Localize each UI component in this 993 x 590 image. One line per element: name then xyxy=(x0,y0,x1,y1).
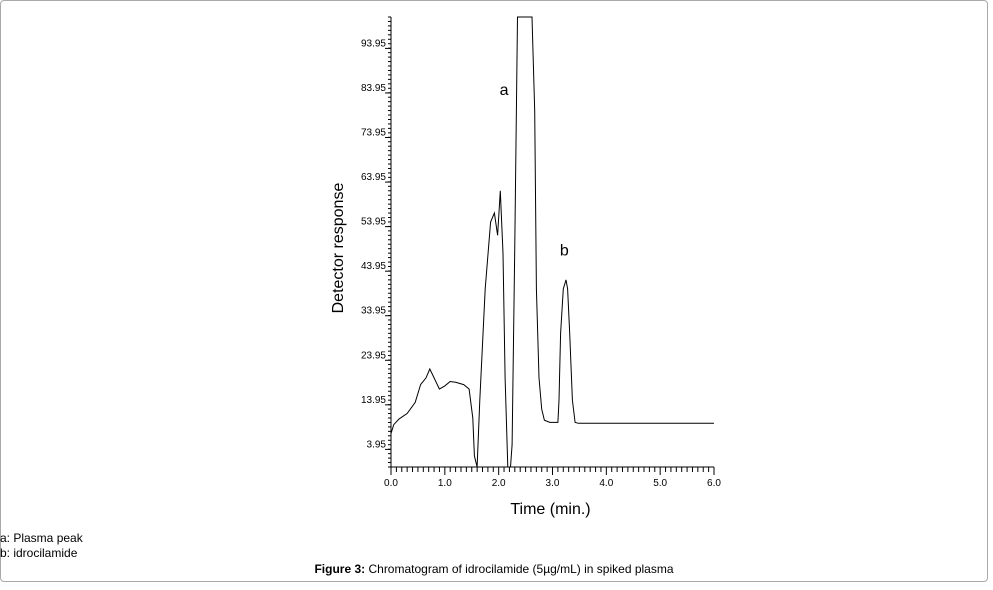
caption-label: Figure 3: xyxy=(314,562,366,576)
y-tick-label: 53.95 xyxy=(361,217,386,228)
y-tick-label: 3.95 xyxy=(367,439,387,450)
legend-plasma-peak: a: Plasma peak xyxy=(0,531,83,545)
y-tick-label: 73.95 xyxy=(361,128,386,139)
peak-label-a: a xyxy=(500,82,509,99)
y-tick-label: 93.95 xyxy=(361,38,386,49)
x-tick-label: 1.0 xyxy=(438,478,452,489)
x-axis: 0.0 1.0 2.0 3.0 4.0 5.0 6.0 xyxy=(384,466,721,489)
chromatogram-trace xyxy=(390,16,714,468)
y-tick-label: 33.95 xyxy=(361,306,386,317)
y-tick-label: 23.95 xyxy=(361,350,386,361)
x-tick-label: 0.0 xyxy=(384,478,398,489)
peak-annotations: ab xyxy=(500,82,569,259)
legend-idrocilamide: b: idrocilamide xyxy=(0,546,78,560)
x-tick-label: 2.0 xyxy=(492,478,506,489)
x-tick-label: 4.0 xyxy=(599,478,613,489)
caption-text: Chromatogram of idrocilamide (5µg/mL) in… xyxy=(365,562,674,576)
y-tick-label: 63.95 xyxy=(361,172,386,183)
x-tick-label: 3.0 xyxy=(546,478,560,489)
y-tick-label: 83.95 xyxy=(361,83,386,94)
peak-label-b: b xyxy=(560,242,569,259)
x-axis-title: Time (min.) xyxy=(510,501,590,518)
x-tick-label: 5.0 xyxy=(653,478,667,489)
y-axis: 3.95 13.95 23.95 33.95 43.95 53.95 63.95 73.95 8… xyxy=(361,16,392,468)
y-tick-label: 13.95 xyxy=(361,395,386,406)
y-tick-label: 43.95 xyxy=(361,261,386,272)
x-tick-label: 6.0 xyxy=(707,478,721,489)
figure-caption: Figure 3: Chromatogram of idrocilamide (… xyxy=(0,562,988,576)
y-axis-title: Detector response xyxy=(330,183,347,314)
